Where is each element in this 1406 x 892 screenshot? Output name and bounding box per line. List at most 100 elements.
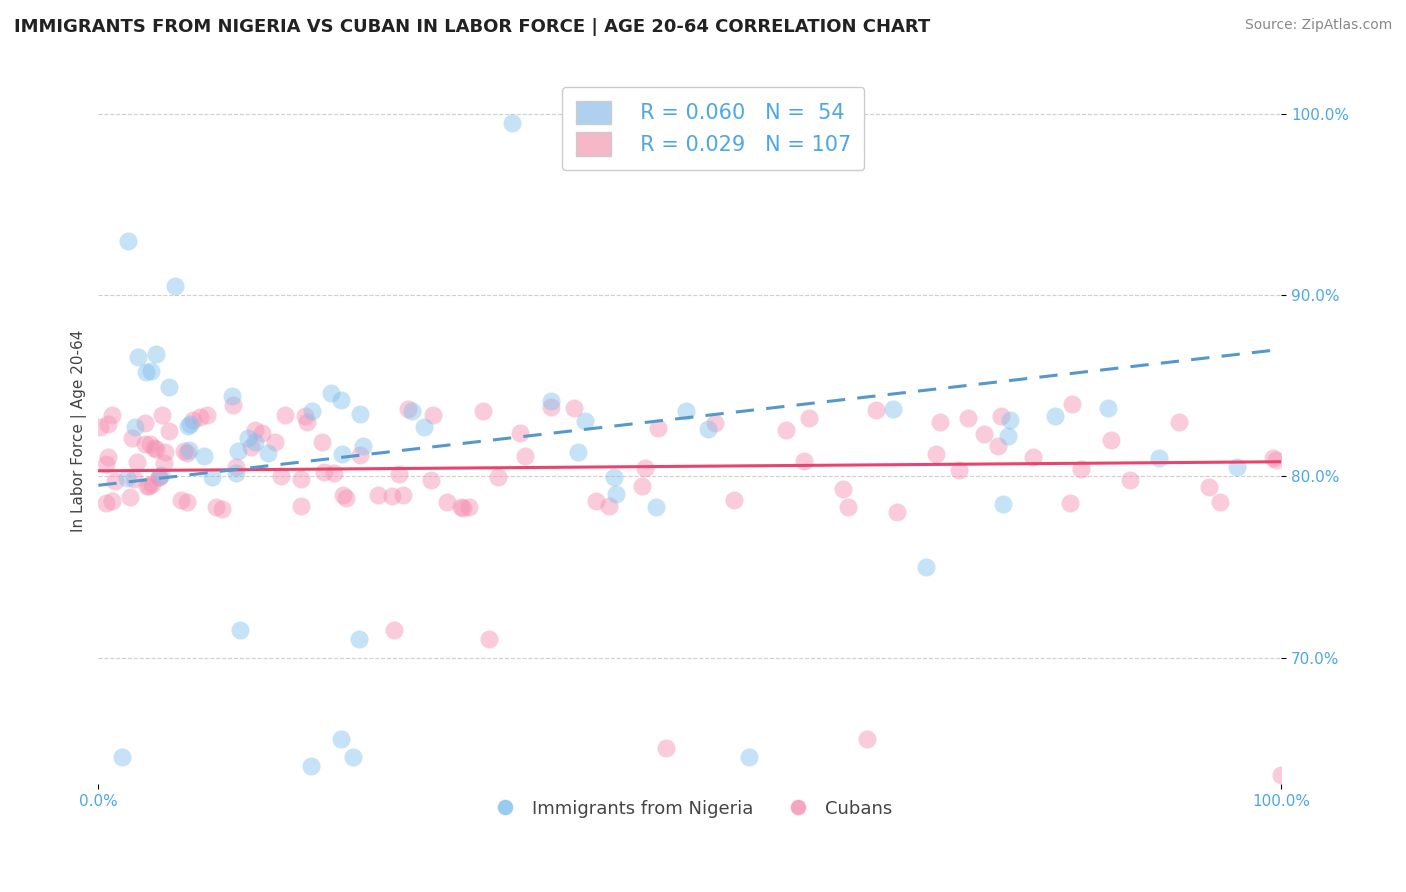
- Point: [458, 500, 481, 515]
- Point: [928, 415, 950, 429]
- Point: [675, 404, 697, 418]
- Point: [1070, 462, 1092, 476]
- Point: [915, 560, 938, 574]
- Y-axis label: In Labor Force | Age 20-64: In Labor Force | Age 20-64: [72, 330, 87, 533]
- Point: [775, 423, 797, 437]
- Point: [367, 487, 389, 501]
- Point: [173, 444, 195, 458]
- Point: [925, 447, 948, 461]
- Point: [882, 402, 904, 417]
- Point: [472, 404, 495, 418]
- Point: [349, 448, 371, 462]
- Point: [136, 479, 159, 493]
- Point: [274, 409, 297, 423]
- Point: [201, 470, 224, 484]
- Point: [998, 413, 1021, 427]
- Point: [1226, 460, 1249, 475]
- Point: [396, 402, 419, 417]
- Point: [1147, 451, 1170, 466]
- Point: [342, 750, 364, 764]
- Point: [299, 759, 322, 773]
- Point: [831, 482, 853, 496]
- Text: Source: ZipAtlas.com: Source: ZipAtlas.com: [1244, 18, 1392, 32]
- Point: [290, 500, 312, 514]
- Point: [574, 415, 596, 429]
- Point: [1099, 434, 1122, 448]
- Point: [127, 455, 149, 469]
- Point: [89, 420, 111, 434]
- Point: [139, 437, 162, 451]
- Point: [264, 435, 287, 450]
- Point: [252, 425, 274, 440]
- Point: [886, 505, 908, 519]
- Point: [451, 500, 474, 515]
- Point: [540, 394, 562, 409]
- Point: [329, 392, 352, 407]
- Point: [633, 461, 655, 475]
- Point: [176, 418, 198, 433]
- Point: [1168, 415, 1191, 429]
- Point: [704, 416, 727, 430]
- Point: [170, 492, 193, 507]
- Point: [290, 472, 312, 486]
- Point: [124, 472, 146, 486]
- Point: [179, 417, 201, 431]
- Point: [392, 488, 415, 502]
- Point: [124, 420, 146, 434]
- Point: [381, 489, 404, 503]
- Point: [605, 487, 627, 501]
- Point: [115, 471, 138, 485]
- Point: [436, 495, 458, 509]
- Point: [837, 500, 859, 515]
- Point: [330, 447, 353, 461]
- Point: [382, 624, 405, 638]
- Point: [139, 364, 162, 378]
- Point: [211, 501, 233, 516]
- Point: [311, 435, 333, 450]
- Point: [420, 473, 443, 487]
- Point: [134, 437, 156, 451]
- Point: [948, 463, 970, 477]
- Point: [422, 408, 444, 422]
- Point: [401, 404, 423, 418]
- Point: [205, 500, 228, 514]
- Point: [148, 470, 170, 484]
- Point: [243, 434, 266, 449]
- Point: [188, 410, 211, 425]
- Point: [225, 459, 247, 474]
- Point: [229, 624, 252, 638]
- Point: [865, 403, 887, 417]
- Point: [193, 450, 215, 464]
- Point: [1119, 473, 1142, 487]
- Point: [501, 116, 523, 130]
- Point: [335, 491, 357, 505]
- Point: [797, 411, 820, 425]
- Point: [329, 732, 352, 747]
- Point: [562, 401, 585, 415]
- Point: [157, 380, 180, 394]
- Point: [176, 446, 198, 460]
- Point: [94, 495, 117, 509]
- Point: [197, 408, 219, 422]
- Point: [321, 386, 343, 401]
- Point: [603, 470, 626, 484]
- Point: [152, 456, 174, 470]
- Point: [1263, 450, 1285, 465]
- Point: [100, 494, 122, 508]
- Point: [149, 468, 172, 483]
- Point: [176, 494, 198, 508]
- Point: [1198, 480, 1220, 494]
- Point: [134, 416, 156, 430]
- Point: [148, 470, 170, 484]
- Point: [177, 442, 200, 457]
- Point: [118, 490, 141, 504]
- Point: [225, 467, 247, 481]
- Point: [222, 398, 245, 412]
- Point: [257, 446, 280, 460]
- Point: [181, 413, 204, 427]
- Point: [957, 410, 980, 425]
- Point: [388, 467, 411, 481]
- Point: [349, 407, 371, 421]
- Point: [793, 454, 815, 468]
- Point: [1021, 450, 1043, 465]
